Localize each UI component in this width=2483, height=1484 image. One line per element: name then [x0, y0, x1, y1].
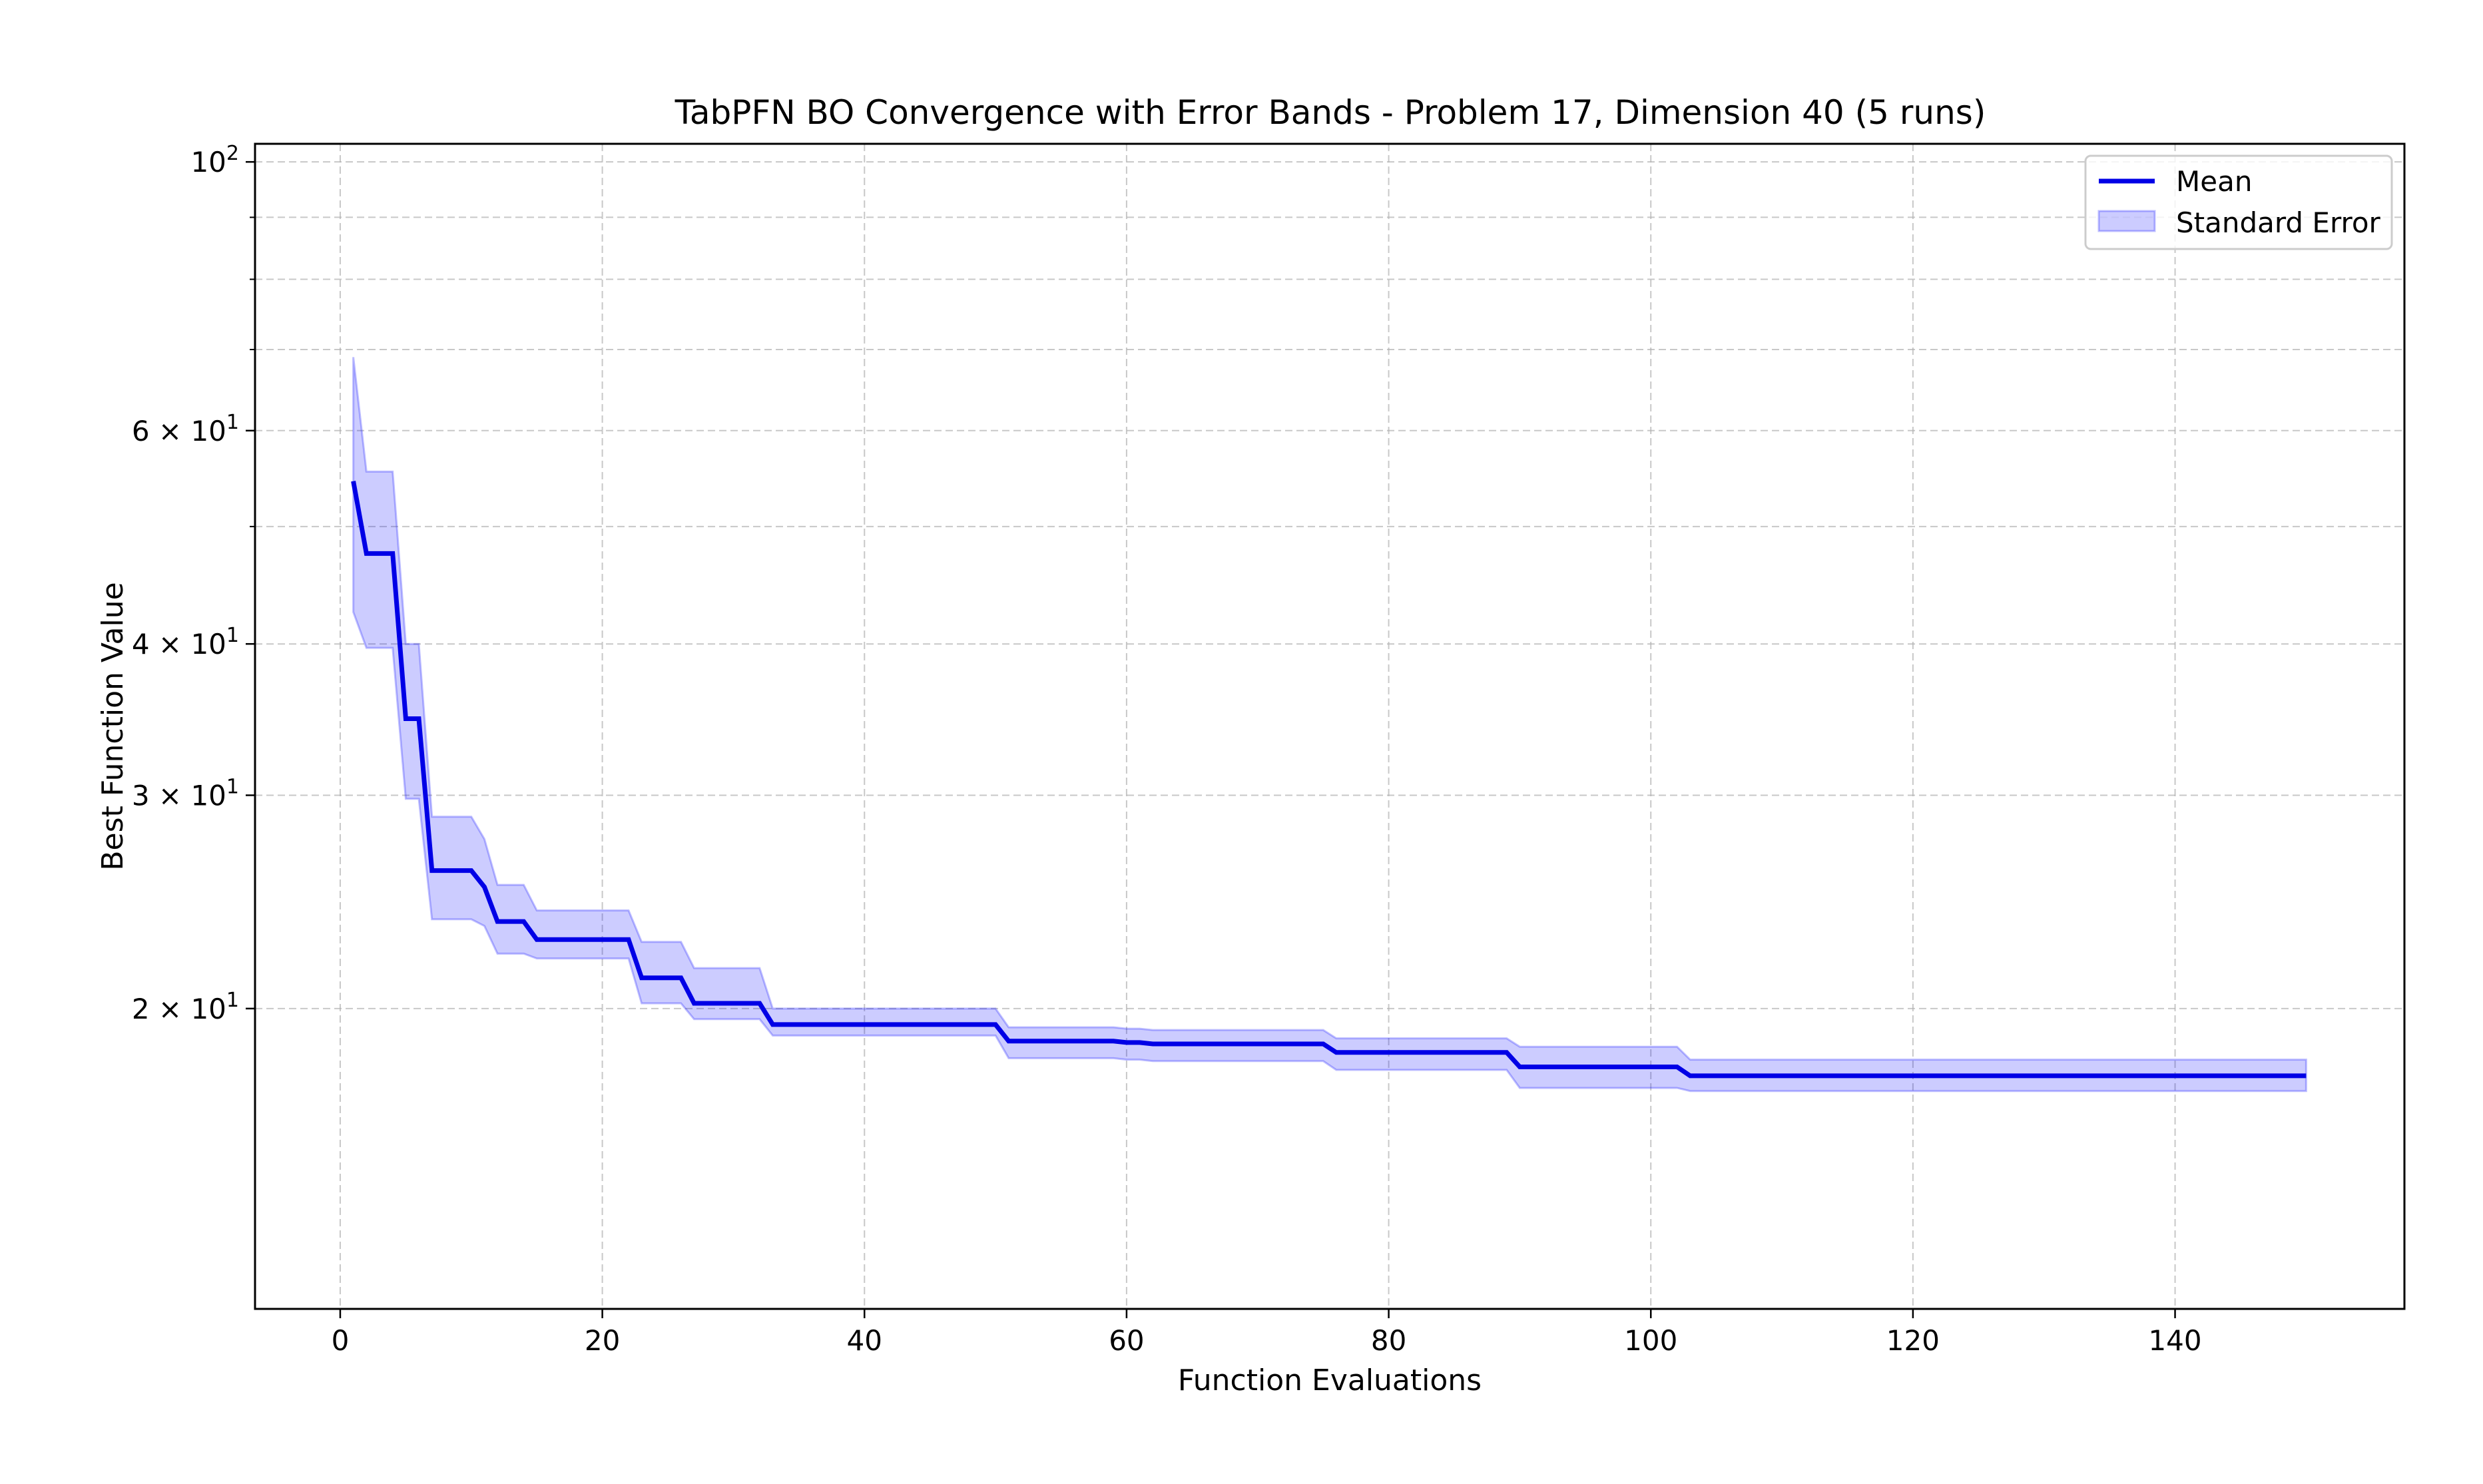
legend-standard-error-swatch: [2097, 210, 2156, 232]
legend-standard-error-label: Standard Error: [2176, 206, 2381, 239]
legend-mean-label: Mean: [2176, 165, 2252, 198]
y-tick-label: 6 × 101: [132, 411, 239, 447]
x-tick-label: 100: [1624, 1324, 1677, 1357]
x-tick-label: 60: [1109, 1324, 1144, 1357]
x-axis-ticks: 0 20 40 60 80 100 120 140: [332, 1309, 2202, 1357]
x-tick-label: 120: [1886, 1324, 1940, 1357]
y-tick-label: 102: [190, 142, 239, 178]
y-tick-label: 4 × 101: [132, 624, 239, 660]
x-axis-label: Function Evaluations: [1178, 1363, 1482, 1397]
x-tick-label: 20: [585, 1324, 620, 1357]
y-axis-label: Best Function Value: [96, 582, 130, 870]
mean-line: [351, 481, 2307, 1079]
grid-lines: [255, 144, 2404, 1309]
chart-title: TabPFN BO Convergence with Error Bands -…: [675, 93, 1986, 132]
x-tick-label: 80: [1371, 1324, 1406, 1357]
y-tick-label: 3 × 101: [132, 776, 239, 812]
y-axis-ticks: 102 6 × 101 4 × 101 3 × 101 2 × 101: [132, 142, 255, 1025]
mean-line-layer: [351, 481, 2307, 1079]
x-tick-label: 0: [332, 1324, 350, 1357]
legend-box: [2084, 154, 2393, 250]
standard-error-band-layer: [352, 357, 2307, 1093]
y-tick-label: 2 × 101: [132, 989, 239, 1025]
plot-frame: [254, 142, 2406, 1310]
x-tick-label: 140: [2148, 1324, 2201, 1357]
legend: Mean Standard Error: [2084, 154, 2393, 250]
standard-error-band: [352, 357, 2307, 1093]
x-tick-label: 40: [847, 1324, 882, 1357]
